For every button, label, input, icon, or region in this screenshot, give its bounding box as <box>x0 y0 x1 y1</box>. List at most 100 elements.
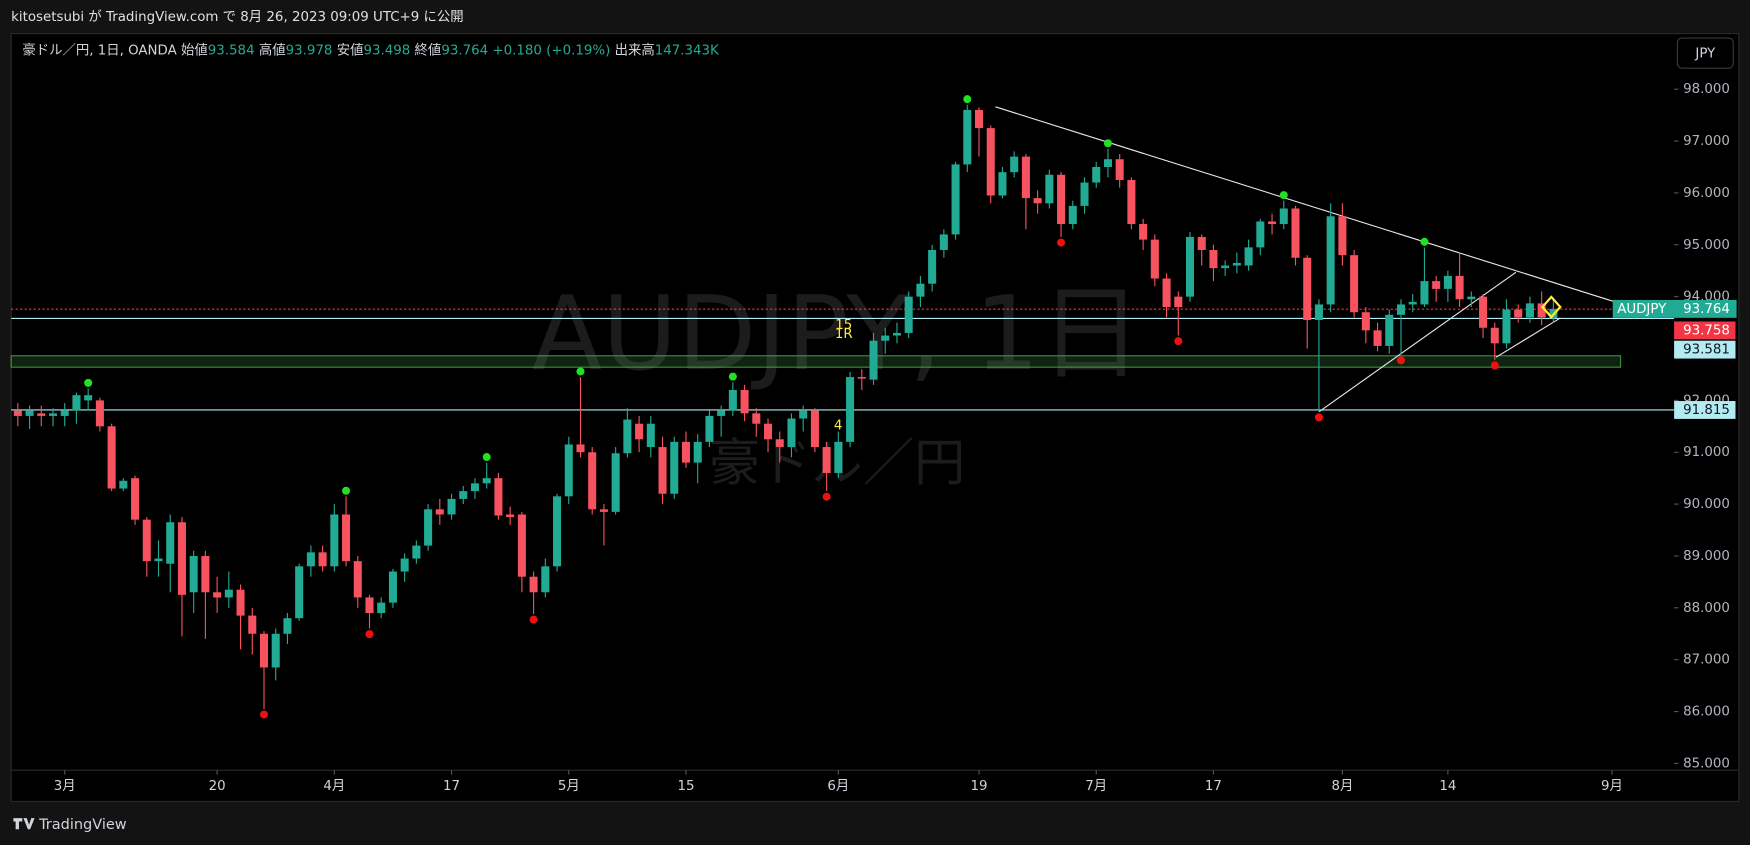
pivot-high <box>1420 237 1429 246</box>
candle-body <box>400 558 409 572</box>
x-tick-label: 5月 <box>558 779 580 794</box>
legend-label: 安値 <box>337 42 364 58</box>
candle-body <box>1256 221 1265 248</box>
candle-body <box>1303 257 1312 320</box>
candle-body <box>459 491 468 499</box>
line-price-tag <box>1674 321 1736 340</box>
pivot-low <box>365 630 374 639</box>
candle-body <box>377 602 386 614</box>
candle-body <box>177 522 186 595</box>
currency-button[interactable]: JPY <box>1676 37 1734 69</box>
pivot-low <box>1174 337 1183 346</box>
candle-body <box>506 514 515 518</box>
candle-body <box>646 423 655 448</box>
annotation: 1R <box>835 327 853 342</box>
pivot-low <box>1396 356 1406 365</box>
candle-body <box>72 395 81 411</box>
pivot-low <box>822 492 831 501</box>
candle-body <box>306 552 315 567</box>
candle-body <box>1385 314 1394 346</box>
candle-body <box>846 377 855 442</box>
candle-body <box>576 444 585 453</box>
line-price-tag <box>1674 340 1736 359</box>
x-tick-label: 4月 <box>323 779 345 794</box>
candle-body <box>25 410 34 416</box>
legend-value: 147.343K <box>655 43 720 58</box>
candle-body <box>213 592 222 598</box>
candle-body <box>1291 208 1300 258</box>
candle-body <box>1045 174 1054 204</box>
line-price-label: 93.758 <box>1683 323 1730 338</box>
currency-button-label[interactable]: JPY <box>1694 47 1716 62</box>
candle-body <box>1350 255 1359 313</box>
legend-value: 93.764 <box>441 43 488 58</box>
y-tick-label: 86.000 <box>1683 705 1730 720</box>
candle-body <box>1115 159 1124 180</box>
candle-body <box>1174 296 1183 308</box>
plot-area: 85.000 86.000 87.000 88.000 89.000 90.000 91.0… <box>10 82 1739 794</box>
candle-body <box>37 413 46 416</box>
watermark-title: AUDJPY, 1日 <box>532 275 1142 394</box>
y-tick-label: 95.000 <box>1683 238 1730 253</box>
candle-body <box>353 561 362 598</box>
watermark: AUDJPY, 1日 豪ドル／円 <box>532 275 1142 494</box>
candle-body <box>752 413 761 424</box>
candle-body <box>1150 239 1159 279</box>
pivot-high <box>1279 191 1288 200</box>
candle-body <box>553 496 562 567</box>
legend-value: 93.978 <box>286 43 333 58</box>
candle-body <box>1057 174 1066 225</box>
pivot-low <box>1314 413 1323 422</box>
candle-body <box>904 296 913 333</box>
candle-body <box>986 128 995 196</box>
pivot-high <box>482 453 491 462</box>
candle-body <box>857 377 866 379</box>
candle-body <box>681 441 690 463</box>
candle-body <box>1068 205 1077 225</box>
brand: TradingView <box>13 817 127 833</box>
candle-body <box>48 413 58 416</box>
y-tick-label: 97.000 <box>1683 134 1730 149</box>
candle-body <box>1479 296 1488 328</box>
price-tag <box>1612 299 1737 318</box>
candle-body <box>1361 312 1370 331</box>
candle-body <box>881 335 890 341</box>
candle-body <box>611 453 620 512</box>
candle-body <box>963 109 972 165</box>
candle-body <box>1185 237 1195 297</box>
candle-body <box>248 615 257 634</box>
candle-body <box>494 478 503 516</box>
candle-body <box>728 390 737 411</box>
publish-header: kitosetsubi が TradingView.com で 8月 26, 2… <box>11 9 463 25</box>
candle-body <box>342 514 351 562</box>
candle-body <box>834 441 843 473</box>
candle-body <box>271 633 280 668</box>
candle-body <box>1268 221 1277 225</box>
candle-body <box>1396 304 1406 315</box>
candle-body <box>892 332 901 336</box>
candle-body <box>974 109 984 129</box>
candle-body <box>1162 278 1171 308</box>
candle-body <box>1420 281 1429 305</box>
x-tick-label: 17 <box>443 779 460 794</box>
candle-body <box>928 249 937 284</box>
candle-body <box>1244 247 1253 266</box>
pivot-high <box>963 95 972 104</box>
candle-body <box>1537 303 1546 318</box>
candle-body <box>1021 156 1030 199</box>
candle-body <box>1139 224 1148 240</box>
candle-body <box>330 514 339 567</box>
candle-body <box>517 514 526 577</box>
candle-body <box>740 390 749 414</box>
y-tick-label: 88.000 <box>1683 601 1730 616</box>
candle-body <box>787 418 796 448</box>
support-zone <box>10 355 1622 368</box>
candle-body <box>1502 309 1511 344</box>
y-tick-label: 96.000 <box>1683 186 1730 201</box>
candle-body <box>1443 275 1452 289</box>
candle-body <box>131 478 140 520</box>
candle-body <box>201 555 210 593</box>
price-tag-value: 93.764 <box>1683 302 1730 317</box>
candle-body <box>1092 166 1101 183</box>
currency-button-box[interactable] <box>1676 37 1734 69</box>
